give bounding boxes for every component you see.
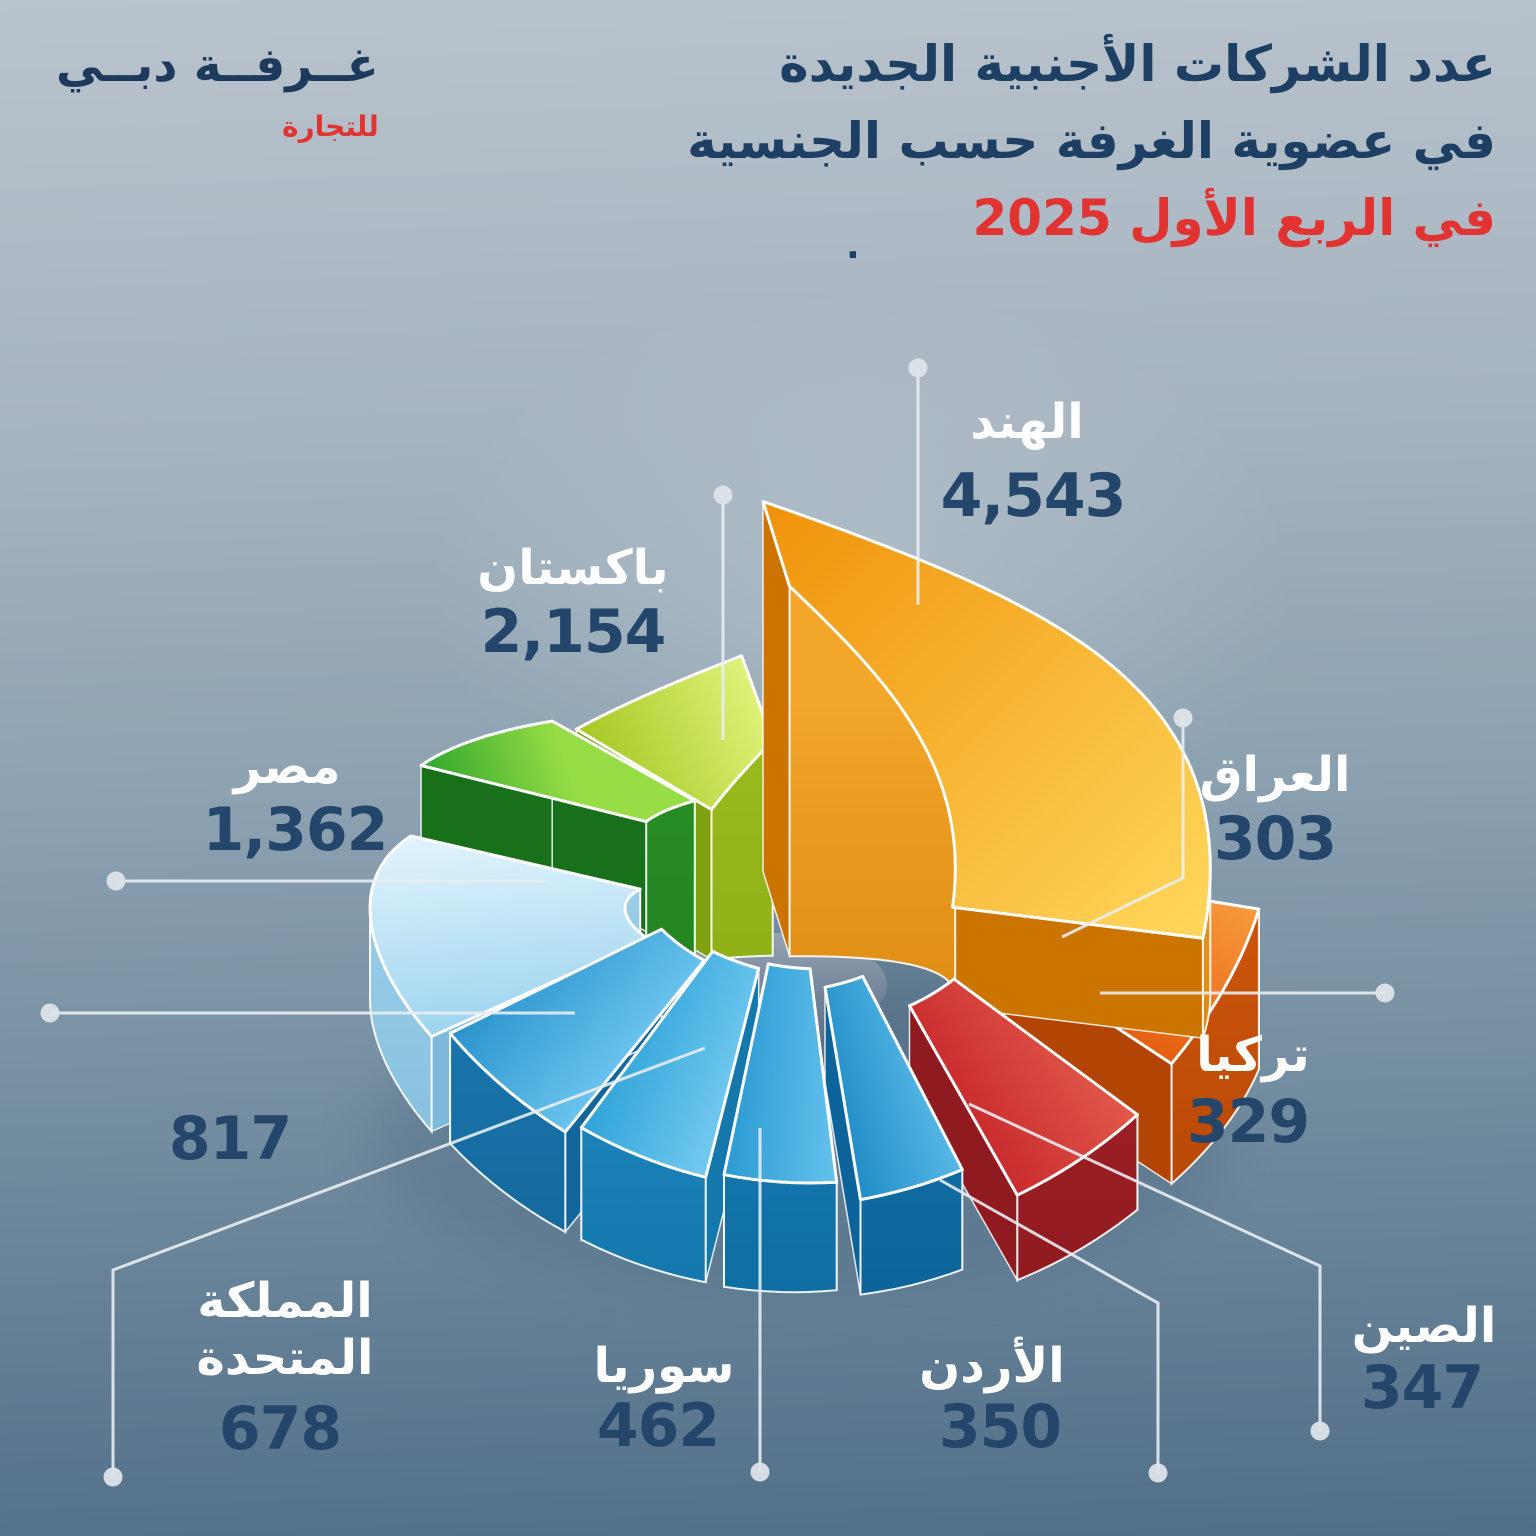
slice-label-egypt: مصر (233, 739, 341, 795)
slice-top-face (761, 500, 1212, 940)
slice-value-syria: 462 (596, 1391, 720, 1461)
pie-slice-syria (579, 949, 761, 1284)
leader-dot-syria (750, 1462, 770, 1482)
leader-dot-uk (103, 1467, 123, 1487)
slice-label-syria: سوريا (593, 1338, 735, 1394)
leader-dot-unlabeled (40, 1003, 60, 1023)
slice-label-uk: المملكة المتحدة (196, 1273, 374, 1386)
slice-top-face (448, 927, 706, 1134)
pie-slice-turkey (908, 977, 1139, 1284)
slice-outer-wall (723, 1173, 838, 1294)
slice-value-uk: 678 (218, 1394, 342, 1464)
title-line-3: في الربع الأول 2025 (972, 189, 1497, 247)
slice-value-turkey: 329 (1186, 1087, 1310, 1157)
title-line-1: عدد الشركات الأجنبية الجديدة (779, 35, 1496, 93)
slice-label-turkey: تركيا (1196, 1027, 1310, 1083)
slice-top-face (908, 977, 1139, 1197)
slice-value-iraq: 303 (1213, 804, 1337, 874)
leader-dot-iraq (1173, 708, 1193, 728)
slice-top-face (368, 834, 650, 1038)
leader-line-china (968, 1102, 1322, 1431)
slice-label-iraq: العراق (1199, 747, 1351, 803)
pie-slice-jordan (722, 962, 839, 1294)
dubai-chamber-logo: غــرفــة دبــي (56, 38, 379, 93)
leader-dot-india (908, 358, 928, 378)
leader-dot-egypt (106, 871, 126, 891)
leader-dot-jordan (1148, 1463, 1168, 1483)
leader-line-uk (111, 1046, 706, 1477)
leader-line-jordan (939, 1178, 1160, 1473)
pie-slice-india (761, 500, 1212, 1040)
leader-dot-turkey (1375, 983, 1395, 1003)
logo-brand-text: غــرفــة دبــي (56, 38, 379, 93)
slice-top-face (579, 949, 761, 1179)
slice-top-face (419, 719, 697, 824)
slice-value-china: 347 (1360, 1353, 1484, 1423)
title-stray-dot: . (846, 226, 860, 267)
slice-label-china: الصين (1351, 1298, 1497, 1354)
pie-slice-china (823, 974, 964, 1296)
leader-dot-pakistan (713, 485, 733, 505)
logo-tagline: للتجارة (282, 110, 379, 143)
leader-line-iraq (1061, 718, 1185, 939)
leader-lines-layer (40, 358, 1395, 1487)
slice-label-pakistan: باكستان (477, 540, 669, 596)
slice-top-face (823, 974, 964, 1202)
logo-tagline-text: للتجارة (282, 110, 379, 143)
slice-label-jordan: الأردن (919, 1338, 1065, 1394)
chart-title: عدد الشركات الأجنبية الجديدة في عضوية ال… (687, 26, 1496, 257)
slice-value-india: 4,543 (940, 461, 1127, 531)
leader-dot-china (1310, 1421, 1330, 1441)
slice-value-pakistan: 2,154 (480, 597, 667, 667)
slice-value-jordan: 350 (938, 1392, 1062, 1462)
slice-value-unlabeled: 817 (168, 1104, 292, 1174)
title-line-2: في عضوية الغرفة حسب الجنسية (687, 112, 1496, 170)
slice-label-india: الهند (970, 394, 1084, 450)
slice-value-egypt: 1,362 (202, 795, 389, 865)
slice-top-face (722, 962, 839, 1185)
